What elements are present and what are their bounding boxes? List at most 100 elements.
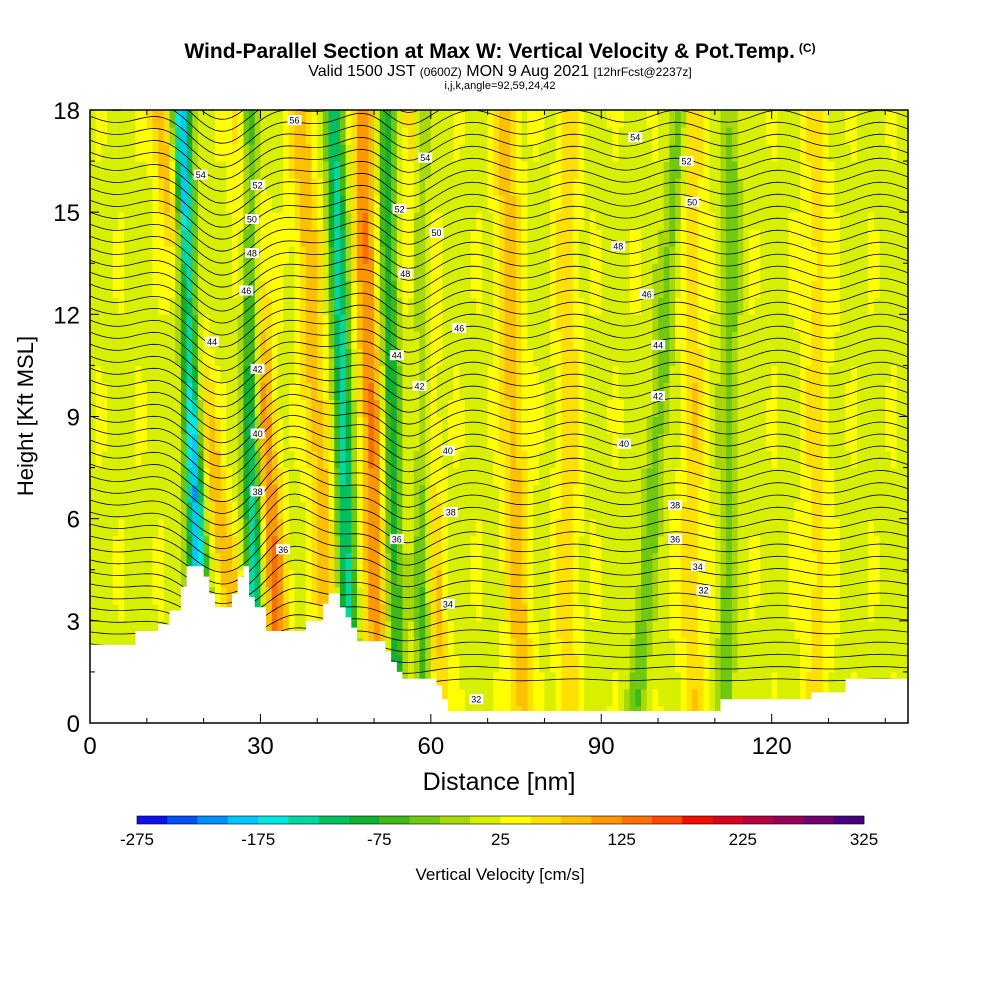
field-cell	[294, 297, 301, 315]
field-cell	[811, 603, 818, 622]
field-cell	[334, 246, 341, 264]
field-cell	[413, 552, 421, 571]
field-cell	[101, 535, 108, 554]
field-cell	[788, 518, 795, 537]
field-cell	[141, 416, 148, 435]
field-cell	[601, 688, 608, 707]
field-cell	[141, 365, 148, 383]
field-cell	[584, 263, 591, 281]
field-cell	[419, 654, 426, 673]
field-cell	[891, 178, 898, 196]
field-cell	[624, 569, 631, 588]
field-cell	[839, 603, 847, 622]
field-cell	[476, 671, 483, 690]
field-cell	[226, 297, 233, 315]
field-cell	[584, 348, 591, 366]
field-cell	[266, 569, 273, 588]
field-cell	[209, 314, 216, 332]
field-cell	[800, 518, 807, 537]
field-cell	[237, 246, 244, 264]
field-cell	[112, 450, 119, 469]
field-cell	[288, 518, 296, 537]
field-cell	[868, 331, 875, 349]
field-cell	[760, 569, 767, 588]
field-cell	[533, 263, 540, 281]
field-cell	[731, 263, 739, 281]
field-cell	[902, 654, 908, 673]
field-cell	[254, 314, 261, 332]
field-cell	[277, 314, 284, 332]
field-cell	[766, 297, 773, 315]
field-cell	[311, 484, 318, 503]
field-cell	[101, 297, 108, 315]
field-cell	[112, 195, 119, 213]
field-cell	[550, 314, 557, 332]
field-cell	[271, 161, 279, 179]
field-cell	[675, 331, 682, 349]
field-cell	[834, 161, 841, 179]
field-cell	[788, 178, 795, 196]
field-cell	[226, 314, 233, 332]
field-cell	[748, 586, 756, 605]
field-cell	[197, 314, 205, 332]
field-cell	[118, 314, 125, 332]
field-cell	[641, 467, 648, 486]
field-cell	[902, 331, 908, 349]
field-cell	[152, 535, 159, 554]
field-cell	[891, 161, 898, 179]
field-cell	[317, 161, 324, 179]
field-cell	[879, 382, 886, 400]
field-cell	[731, 535, 739, 554]
field-cell	[873, 280, 881, 298]
field-cell	[317, 552, 324, 571]
field-cell	[612, 501, 619, 520]
field-cell	[391, 212, 398, 230]
field-cell	[567, 671, 574, 690]
field-cell	[476, 501, 483, 520]
field-cell	[783, 195, 790, 213]
field-cell	[584, 195, 591, 213]
field-cell	[618, 263, 625, 281]
field-cell	[169, 586, 176, 605]
field-cell	[237, 518, 244, 537]
field-cell	[425, 484, 432, 503]
field-cell	[817, 348, 824, 366]
field-cell	[686, 552, 693, 571]
field-cell	[896, 484, 903, 503]
field-cell	[203, 365, 210, 383]
field-cell	[663, 195, 670, 213]
field-cell	[675, 314, 682, 332]
field-cell	[834, 569, 841, 588]
field-cell	[254, 127, 261, 145]
field-cell	[339, 263, 347, 281]
field-cell	[90, 127, 97, 145]
field-cell	[720, 263, 727, 281]
field-cell	[271, 195, 279, 213]
field-cell	[902, 637, 908, 656]
field-cell	[186, 484, 193, 503]
field-cell	[118, 433, 125, 452]
field-cell	[345, 399, 352, 418]
field-cell	[817, 637, 824, 656]
field-cell	[635, 535, 642, 554]
field-cell	[442, 467, 449, 486]
field-cell	[129, 314, 137, 332]
field-cell	[726, 229, 733, 247]
field-cell	[862, 263, 869, 281]
field-cell	[873, 518, 881, 537]
field-cell	[624, 314, 631, 332]
field-cell	[538, 263, 546, 281]
field-cell	[834, 467, 841, 486]
field-cell	[748, 552, 756, 571]
field-cell	[845, 603, 852, 622]
field-cell	[169, 416, 176, 435]
field-cell	[584, 314, 591, 332]
field-cell	[538, 688, 546, 707]
field-cell	[180, 246, 188, 264]
field-cell	[675, 450, 682, 469]
field-cell	[232, 416, 239, 435]
field-cell	[800, 450, 807, 469]
field-cell	[743, 637, 750, 656]
field-cell	[885, 569, 892, 588]
field-cell	[476, 620, 483, 639]
